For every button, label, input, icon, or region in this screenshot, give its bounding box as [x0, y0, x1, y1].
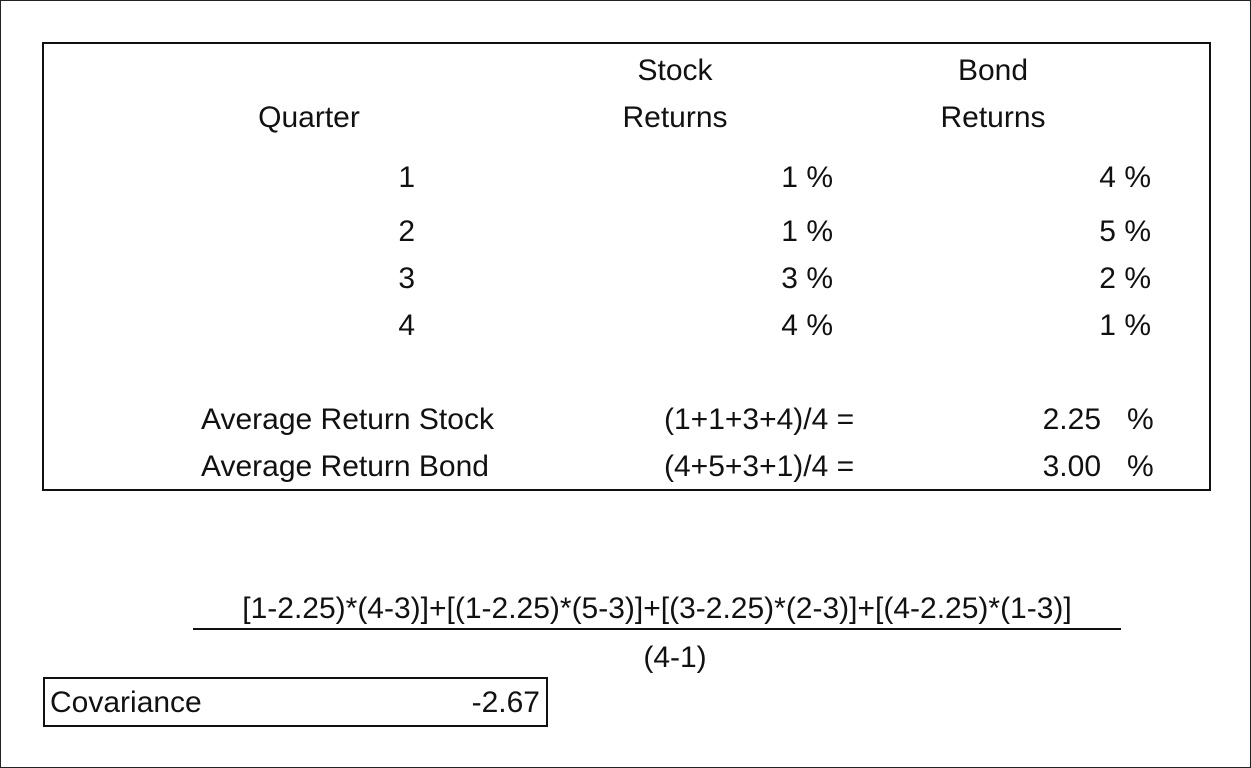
- average-bond-value: 3.00: [1042, 450, 1101, 483]
- stock-header-line2: Returns: [622, 101, 728, 134]
- bond-return-cell: 4 %: [1099, 161, 1151, 194]
- covariance-box: [43, 677, 548, 727]
- stock-return-cell: 3 %: [781, 262, 833, 295]
- stock-return-cell: 1 %: [781, 215, 833, 248]
- average-bond-unit: %: [1127, 450, 1154, 483]
- average-stock-formula: (1+1+3+4)/4 =: [664, 403, 855, 436]
- stock-header-line1: Stock: [637, 54, 713, 87]
- bond-return-cell: 1 %: [1099, 309, 1151, 342]
- returns-table-frame: [42, 42, 1211, 491]
- quarter-cell: 4: [398, 309, 415, 342]
- quarter-cell: 3: [398, 262, 415, 295]
- average-stock-unit: %: [1127, 403, 1154, 436]
- quarter-header: Quarter: [258, 101, 360, 134]
- covariance-numerator: [1-2.25)*(4-3)]+[(1-2.25)*(5-3)]+[(3-2.2…: [242, 592, 1072, 625]
- covariance-denominator: (4-1): [643, 641, 707, 674]
- bond-header-line1: Bond: [957, 54, 1029, 87]
- average-stock-value: 2.25: [1042, 403, 1101, 436]
- bond-header-line2: Returns: [940, 101, 1046, 134]
- quarter-cell: 1: [398, 161, 415, 194]
- average-bond-label: Average Return Bond: [201, 450, 489, 483]
- covariance-value: -2.67: [471, 686, 540, 719]
- quarter-cell: 2: [398, 215, 415, 248]
- average-bond-formula: (4+5+3+1)/4 =: [664, 450, 855, 483]
- bond-return-cell: 2 %: [1099, 262, 1151, 295]
- fraction-bar: [193, 628, 1121, 630]
- average-stock-label: Average Return Stock: [201, 403, 494, 436]
- stock-return-cell: 4 %: [781, 309, 833, 342]
- covariance-label: Covariance: [50, 686, 202, 719]
- bond-return-cell: 5 %: [1099, 215, 1151, 248]
- stock-return-cell: 1 %: [781, 161, 833, 194]
